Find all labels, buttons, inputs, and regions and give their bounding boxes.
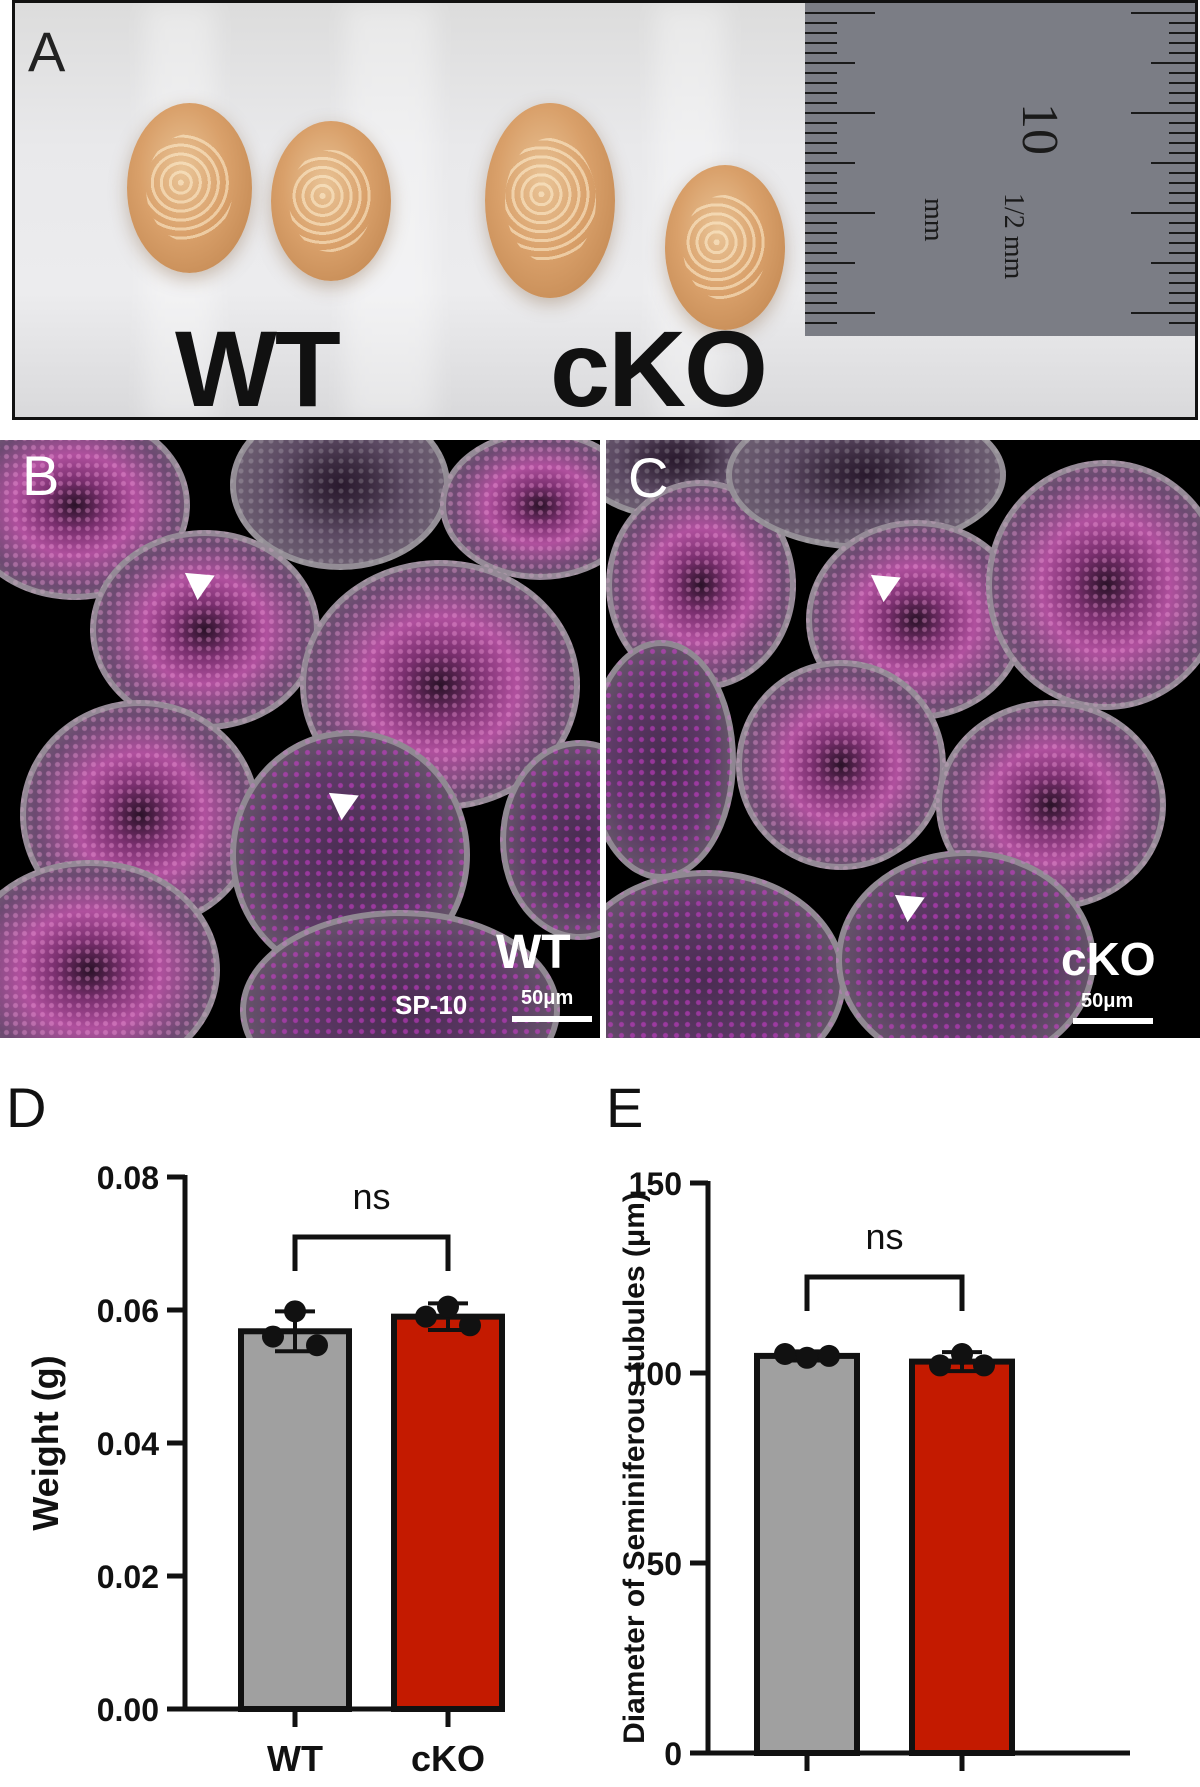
- ruler-number: 10: [1011, 103, 1068, 155]
- bar-cko: [391, 1313, 505, 1712]
- panel-letter-d: D: [6, 1076, 47, 1139]
- data-point: [306, 1334, 328, 1357]
- scale-text-b: 50μm: [521, 987, 574, 1009]
- wt-testis-2: [271, 121, 391, 281]
- y-tick-label: 150: [629, 1166, 682, 1202]
- scale-text-c: 50μm: [1081, 990, 1134, 1012]
- bar-wt: [754, 1352, 860, 1756]
- ruler-unit-mm: mm: [918, 198, 949, 242]
- significance-label: ns: [352, 1176, 390, 1217]
- panel-letter-a: A: [28, 20, 66, 83]
- y-tick-label: 0.08: [97, 1160, 159, 1196]
- significance-bracket: [804, 1274, 965, 1311]
- panel-c-micrograph: cKO 50μm: [606, 440, 1200, 1038]
- y-tick-label: 0.04: [97, 1426, 159, 1462]
- data-point: [284, 1300, 306, 1323]
- significance-label: ns: [865, 1216, 903, 1257]
- data-point: [437, 1295, 459, 1318]
- y-tick-label: 0.06: [97, 1293, 159, 1329]
- panel-a-photo: 10 mm 1/2 mm WT cKO: [12, 0, 1198, 420]
- data-point: [818, 1344, 840, 1367]
- cko-label: cKO: [550, 308, 768, 420]
- cko-testis-1: [485, 103, 615, 298]
- significance-bracket: [292, 1234, 451, 1271]
- bar-cko: [909, 1358, 1015, 1756]
- x-tick-label: WT: [779, 1782, 835, 1787]
- data-point: [774, 1343, 796, 1365]
- y-axis-label: Diameter of Seminiferous tubules (μm): [618, 1192, 651, 1744]
- cko-testis-2: [665, 165, 785, 330]
- chart-d: 0.00 0.02 0.04 0.06 0.08 Weight (g) WT cKO ns: [25, 1160, 505, 1779]
- scale-bar-c: [1073, 1018, 1153, 1024]
- y-tick-label: 100: [629, 1356, 682, 1392]
- panel-b-micrograph: WT SP-10 50μm: [0, 440, 600, 1038]
- x-tick-label: cKO: [411, 1738, 485, 1779]
- genotype-label-wt: WT: [496, 926, 571, 979]
- data-point: [973, 1354, 995, 1377]
- ruler: 10 mm 1/2 mm: [805, 3, 1195, 336]
- y-tick-label: 0.00: [97, 1692, 159, 1728]
- data-point: [929, 1354, 951, 1377]
- y-tick-label: 0: [664, 1736, 682, 1772]
- wt-label: WT: [175, 308, 341, 420]
- ruler-unit-half: 1/2 mm: [998, 193, 1029, 280]
- panel-letter-e: E: [606, 1076, 644, 1139]
- data-point: [415, 1305, 437, 1328]
- y-tick-label: 50: [646, 1546, 682, 1582]
- panel-letter-c: C: [628, 446, 669, 509]
- scale-bar-b: [512, 1016, 592, 1022]
- bar-wt: [238, 1328, 352, 1712]
- x-tick-label: WT: [267, 1738, 323, 1779]
- marker-label: SP-10: [395, 990, 468, 1020]
- data-point: [951, 1343, 973, 1365]
- data-point: [262, 1325, 284, 1348]
- wt-testis-1: [127, 103, 252, 273]
- panel-letter-b: B: [22, 444, 60, 507]
- data-point: [796, 1346, 818, 1369]
- y-axis-label: Weight (g): [25, 1355, 66, 1530]
- genotype-label-cko: cKO: [1061, 933, 1156, 985]
- y-tick-label: 0.02: [97, 1559, 159, 1595]
- data-point: [459, 1314, 481, 1337]
- x-tick-label: cKO: [925, 1782, 999, 1787]
